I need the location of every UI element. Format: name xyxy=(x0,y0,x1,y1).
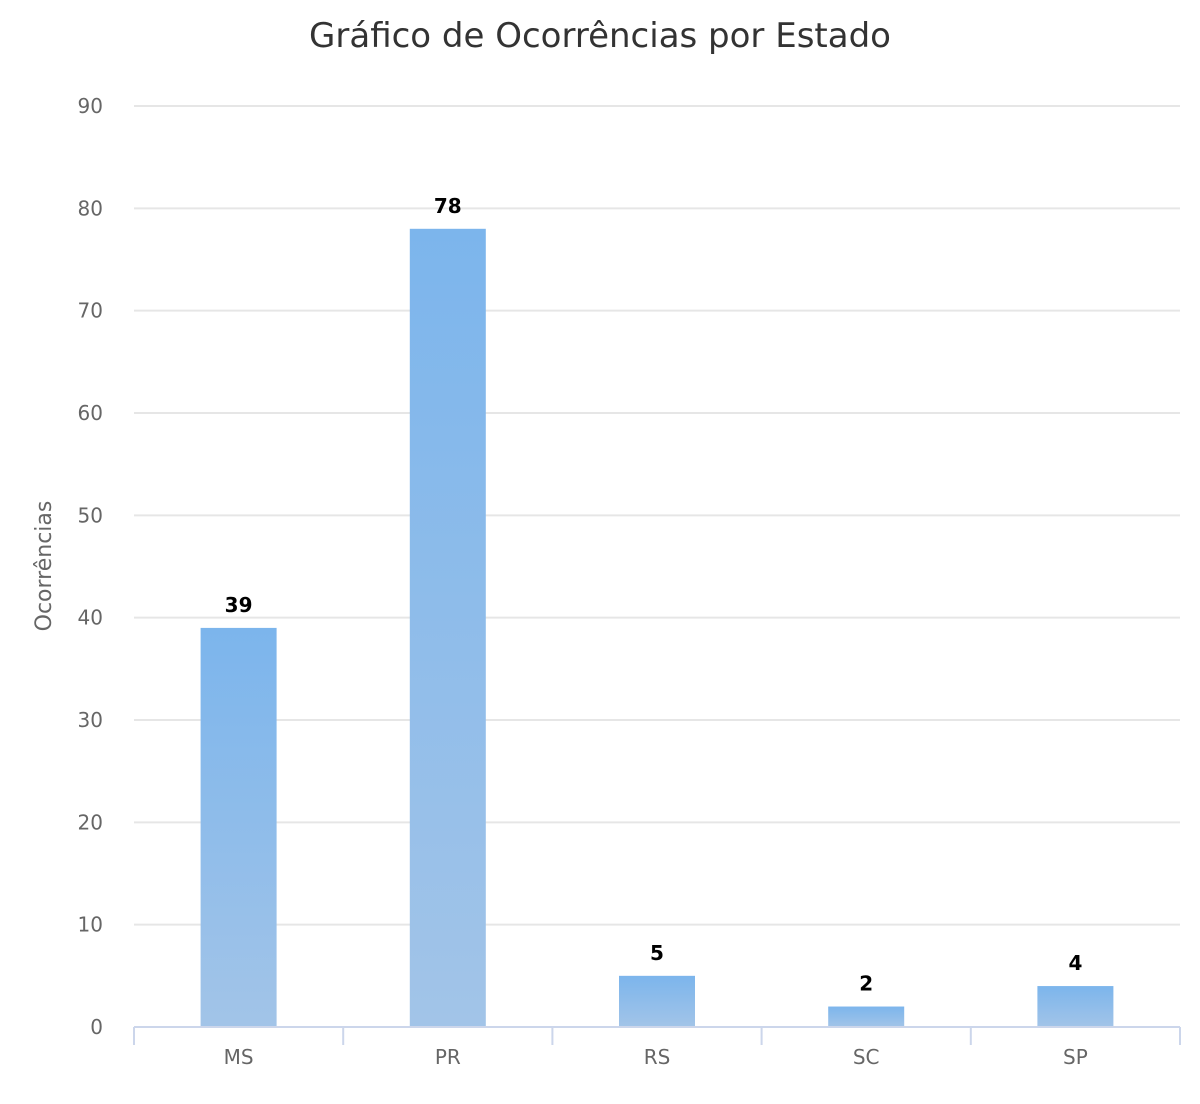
x-tick-label-sc: SC xyxy=(853,1045,880,1069)
y-tick-label-50: 50 xyxy=(78,503,103,527)
data-label-sp: 4 xyxy=(1068,951,1082,975)
chart-title: Gráfico de Ocorrências por Estado xyxy=(309,16,891,56)
x-tick-label-ms: MS xyxy=(224,1045,254,1069)
data-label-ms: 39 xyxy=(225,593,253,617)
y-tick-label-60: 60 xyxy=(78,401,103,425)
y-tick-label-0: 0 xyxy=(90,1015,103,1039)
y-axis-ticks: 0 10 20 30 40 50 60 70 80 90 xyxy=(78,94,103,1039)
data-label-rs: 5 xyxy=(650,941,664,965)
data-label-pr: 78 xyxy=(434,194,462,218)
y-tick-label-80: 80 xyxy=(78,196,103,220)
bar-rs[interactable] xyxy=(619,975,695,1027)
y-tick-label-10: 10 xyxy=(78,913,103,937)
data-label-sc: 2 xyxy=(859,972,873,996)
bar-sc[interactable] xyxy=(828,1006,905,1027)
grid-lines xyxy=(134,105,1180,926)
y-tick-label-70: 70 xyxy=(78,299,103,323)
y-axis-title: Ocorrências xyxy=(32,501,57,632)
bars xyxy=(200,228,1114,1028)
y-tick-label-30: 30 xyxy=(78,708,103,732)
y-tick-label-40: 40 xyxy=(78,606,103,630)
x-tick-label-pr: PR xyxy=(435,1045,461,1069)
x-axis: MS PR RS SC SP xyxy=(133,1026,1181,1069)
x-tick-label-sp: SP xyxy=(1063,1045,1088,1069)
bar-sp[interactable] xyxy=(1037,986,1114,1027)
x-tick-label-rs: RS xyxy=(644,1045,671,1069)
data-labels: 39 78 5 2 4 xyxy=(225,194,1083,996)
bar-ms[interactable] xyxy=(200,627,277,1027)
bar-pr[interactable] xyxy=(409,228,486,1028)
y-tick-label-20: 20 xyxy=(78,810,103,834)
y-tick-label-90: 90 xyxy=(78,94,103,118)
